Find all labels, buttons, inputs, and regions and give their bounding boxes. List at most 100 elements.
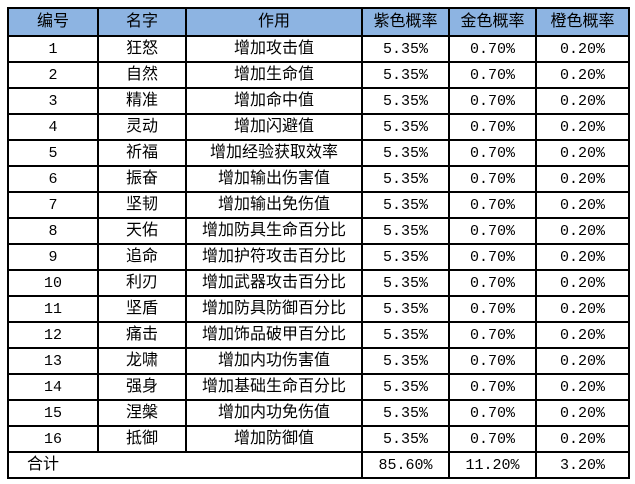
cell-purple: 5.35% (361, 61, 450, 89)
cell-purple: 5.35% (361, 243, 450, 271)
cell-orange: 0.20% (535, 35, 630, 63)
table-row: 5 祈福 增加经验获取效率 5.35% 0.70% 0.20% (7, 139, 630, 167)
cell-gold: 0.70% (448, 217, 537, 245)
cell-effect: 增加经验获取效率 (185, 139, 363, 167)
cell-name: 自然 (97, 61, 187, 89)
cell-orange: 0.20% (535, 191, 630, 219)
header-cell-orange-rate: 橙色概率 (535, 7, 630, 37)
cell-effect: 增加饰品破甲百分比 (185, 321, 363, 349)
table-row: 1 狂怒 增加攻击值 5.35% 0.70% 0.20% (7, 35, 630, 63)
cell-orange: 0.20% (535, 269, 630, 297)
table-row: 12 痛击 增加饰品破甲百分比 5.35% 0.70% 0.20% (7, 321, 630, 349)
cell-orange: 0.20% (535, 425, 630, 453)
cell-effect: 增加防御值 (185, 425, 363, 453)
cell-effect: 增加生命值 (185, 61, 363, 89)
cell-orange: 0.20% (535, 113, 630, 141)
cell-orange: 0.20% (535, 87, 630, 115)
cell-purple: 5.35% (361, 165, 450, 193)
header-cell-purple-rate: 紫色概率 (361, 7, 450, 37)
probability-table: 编号 名字 作用 紫色概率 金色概率 橙色概率 1 狂怒 增加攻击值 5.35% 0.7… (7, 7, 630, 479)
cell-gold: 0.70% (448, 399, 537, 427)
cell-name: 祈福 (97, 139, 187, 167)
cell-name: 痛击 (97, 321, 187, 349)
cell-gold: 0.70% (448, 61, 537, 89)
cell-name: 天佑 (97, 217, 187, 245)
cell-orange: 0.20% (535, 217, 630, 245)
cell-effect: 增加武器攻击百分比 (185, 269, 363, 297)
cell-gold: 0.70% (448, 113, 537, 141)
cell-no: 11 (7, 295, 99, 323)
table-row: 9 追命 增加护符攻击百分比 5.35% 0.70% 0.20% (7, 243, 630, 271)
cell-effect: 增加防具防御百分比 (185, 295, 363, 323)
total-orange-rate: 3.20% (535, 451, 630, 479)
cell-name: 精准 (97, 87, 187, 115)
cell-name: 龙啸 (97, 347, 187, 375)
cell-orange: 0.20% (535, 243, 630, 271)
cell-purple: 5.35% (361, 373, 450, 401)
cell-name: 抵御 (97, 425, 187, 453)
table-row: 14 强身 增加基础生命百分比 5.35% 0.70% 0.20% (7, 373, 630, 401)
cell-gold: 0.70% (448, 87, 537, 115)
cell-no: 14 (7, 373, 99, 401)
cell-orange: 0.20% (535, 373, 630, 401)
cell-no: 16 (7, 425, 99, 453)
cell-effect: 增加输出伤害值 (185, 165, 363, 193)
cell-no: 6 (7, 165, 99, 193)
total-label: 合计 (7, 451, 363, 479)
cell-orange: 0.20% (535, 139, 630, 167)
cell-name: 灵动 (97, 113, 187, 141)
cell-no: 5 (7, 139, 99, 167)
header-cell-effect: 作用 (185, 7, 363, 37)
cell-gold: 0.70% (448, 321, 537, 349)
table-row: 10 利刃 增加武器攻击百分比 5.35% 0.70% 0.20% (7, 269, 630, 297)
cell-name: 强身 (97, 373, 187, 401)
cell-orange: 0.20% (535, 165, 630, 193)
table-row: 8 天佑 增加防具生命百分比 5.35% 0.70% 0.20% (7, 217, 630, 245)
cell-no: 13 (7, 347, 99, 375)
cell-name: 坚韧 (97, 191, 187, 219)
cell-purple: 5.35% (361, 87, 450, 115)
cell-orange: 0.20% (535, 347, 630, 375)
cell-no: 4 (7, 113, 99, 141)
header-cell-gold-rate: 金色概率 (448, 7, 537, 37)
cell-gold: 0.70% (448, 191, 537, 219)
cell-gold: 0.70% (448, 35, 537, 63)
cell-effect: 增加命中值 (185, 87, 363, 115)
cell-effect: 增加防具生命百分比 (185, 217, 363, 245)
table-row: 11 坚盾 增加防具防御百分比 5.35% 0.70% 0.20% (7, 295, 630, 323)
table-row: 2 自然 增加生命值 5.35% 0.70% 0.20% (7, 61, 630, 89)
cell-orange: 0.20% (535, 321, 630, 349)
cell-gold: 0.70% (448, 295, 537, 323)
cell-no: 1 (7, 35, 99, 63)
cell-orange: 0.20% (535, 295, 630, 323)
total-gold-rate: 11.20% (448, 451, 537, 479)
cell-no: 10 (7, 269, 99, 297)
cell-purple: 5.35% (361, 139, 450, 167)
cell-purple: 5.35% (361, 399, 450, 427)
header-cell-number: 编号 (7, 7, 99, 37)
header-row: 编号 名字 作用 紫色概率 金色概率 橙色概率 (7, 7, 630, 37)
cell-effect: 增加攻击值 (185, 35, 363, 63)
cell-gold: 0.70% (448, 425, 537, 453)
table-row: 7 坚韧 增加输出免伤值 5.35% 0.70% 0.20% (7, 191, 630, 219)
cell-purple: 5.35% (361, 347, 450, 375)
cell-purple: 5.35% (361, 295, 450, 323)
cell-gold: 0.70% (448, 373, 537, 401)
cell-purple: 5.35% (361, 321, 450, 349)
table-row: 15 涅槃 增加内功免伤值 5.35% 0.70% 0.20% (7, 399, 630, 427)
cell-orange: 0.20% (535, 399, 630, 427)
cell-purple: 5.35% (361, 217, 450, 245)
cell-effect: 增加内功免伤值 (185, 399, 363, 427)
table-row: 3 精准 增加命中值 5.35% 0.70% 0.20% (7, 87, 630, 115)
cell-no: 3 (7, 87, 99, 115)
cell-gold: 0.70% (448, 139, 537, 167)
table-row: 4 灵动 增加闪避值 5.35% 0.70% 0.20% (7, 113, 630, 141)
cell-effect: 增加护符攻击百分比 (185, 243, 363, 271)
cell-name: 涅槃 (97, 399, 187, 427)
cell-no: 9 (7, 243, 99, 271)
cell-purple: 5.35% (361, 113, 450, 141)
table-row: 6 振奋 增加输出伤害值 5.35% 0.70% 0.20% (7, 165, 630, 193)
cell-gold: 0.70% (448, 269, 537, 297)
cell-name: 狂怒 (97, 35, 187, 63)
